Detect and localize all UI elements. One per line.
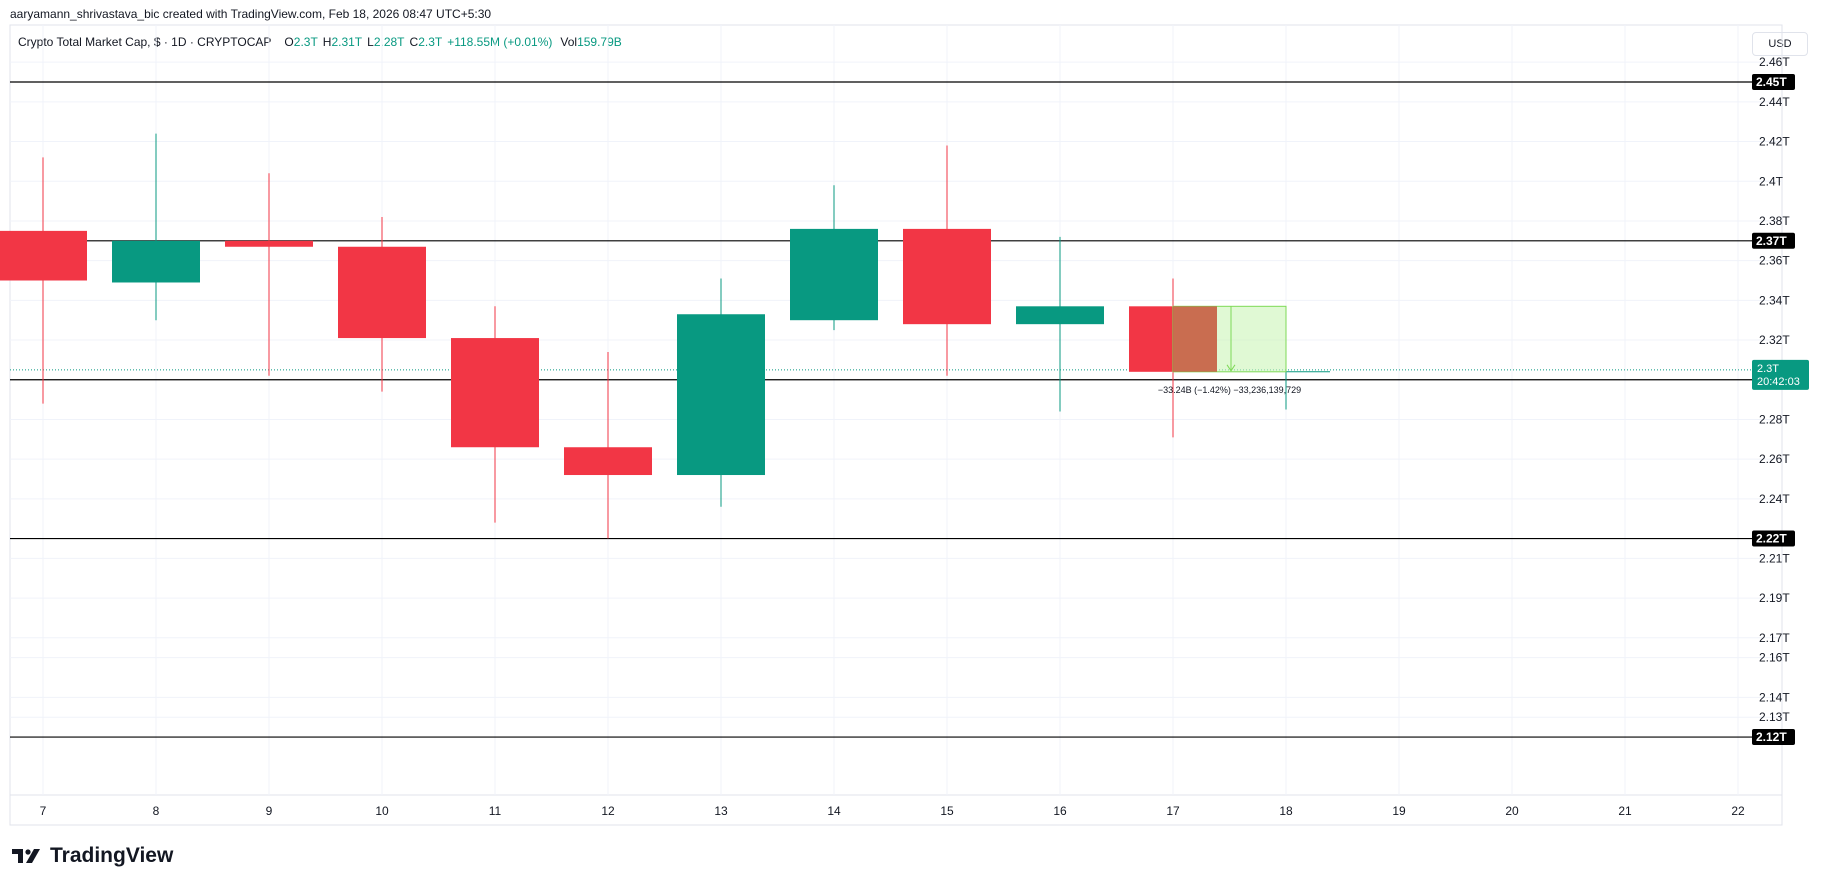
measure-overlap — [1173, 306, 1217, 372]
y-tick-label: 2.16T — [1759, 651, 1790, 665]
countdown-label: 20:42:03 — [1757, 376, 1800, 388]
x-tick-label: 9 — [266, 804, 273, 818]
y-tick-label: 2.34T — [1759, 293, 1790, 307]
currency-button[interactable]: USD — [1752, 32, 1808, 56]
candle-body — [1016, 306, 1104, 325]
level-label: 2.12T — [1756, 730, 1787, 744]
close-value: 2.3T — [418, 35, 443, 49]
x-tick-label: 13 — [714, 804, 728, 818]
x-tick-label: 22 — [1731, 804, 1745, 818]
x-tick-label: 8 — [153, 804, 160, 818]
x-tick-label: 10 — [375, 804, 389, 818]
y-tick-label: 2.4T — [1759, 174, 1784, 188]
close-label: C — [409, 35, 419, 49]
current-price-label: 2.3T — [1757, 363, 1779, 375]
x-tick-label: 7 — [40, 804, 47, 818]
y-tick-label: 2.42T — [1759, 135, 1790, 149]
x-tick-label: 18 — [1279, 804, 1293, 818]
y-tick-label: 2.24T — [1759, 492, 1790, 506]
volume-label: Vol — [560, 35, 578, 49]
y-tick-label: 2.13T — [1759, 710, 1790, 724]
high-value: 2.31T — [331, 35, 363, 49]
chart-frame — [9, 24, 1783, 826]
open-label: O — [284, 35, 294, 49]
tradingview-brand: TradingView — [12, 844, 173, 868]
y-tick-label: 2.19T — [1759, 591, 1790, 605]
x-tick-label: 15 — [940, 804, 954, 818]
y-tick-label: 2.28T — [1759, 412, 1790, 426]
y-tick-label: 2.44T — [1759, 95, 1790, 109]
candle-body — [790, 228, 878, 321]
measure-arrow-head — [1226, 364, 1236, 372]
open-value: 2.3T — [293, 35, 318, 49]
low-label: L — [367, 35, 374, 49]
level-label-box — [1752, 232, 1795, 249]
brand-name: TradingView — [50, 844, 174, 867]
x-tick-label: 21 — [1618, 804, 1632, 818]
candle-body — [903, 228, 991, 325]
symbol-legend: Crypto Total Market Cap, $ · 1D · CRYPTO… — [18, 35, 622, 49]
candle-body — [451, 338, 539, 448]
y-tick-label: 2.38T — [1759, 214, 1790, 228]
candle-body — [225, 240, 313, 247]
x-tick-label: 17 — [1166, 804, 1180, 818]
level-label-box — [1752, 74, 1795, 90]
x-tick-label: 14 — [827, 804, 841, 818]
x-tick-label: 12 — [601, 804, 615, 818]
tradingview-logo-icon — [12, 849, 40, 863]
measure-label: −33.24B (−1.42%) −33,236,139,729 — [1158, 385, 1301, 395]
x-tick-label: 16 — [1053, 804, 1067, 818]
x-tick-label: 20 — [1505, 804, 1519, 818]
high-label: H — [322, 35, 332, 49]
y-tick-label: 2.26T — [1759, 452, 1790, 466]
attribution-text: aaryamann_shrivastava_bic created with T… — [10, 7, 492, 21]
y-tick-label: 2.14T — [1759, 690, 1790, 704]
y-tick-label: 2.46T — [1759, 55, 1790, 69]
y-tick-label: 2.36T — [1759, 254, 1790, 268]
volume-value: 159.79B — [577, 35, 622, 49]
level-label: 2.22T — [1756, 532, 1787, 546]
candle-body — [0, 230, 87, 281]
y-tick-label: 2.32T — [1759, 333, 1790, 347]
x-tick-label: 19 — [1392, 804, 1406, 818]
candle-body — [677, 314, 765, 476]
x-tick-label: 11 — [489, 804, 502, 818]
symbol-name[interactable]: Crypto Total Market Cap, $ · 1D · CRYPTO… — [18, 35, 272, 49]
candle-body — [112, 240, 200, 283]
level-label-box — [1752, 729, 1795, 746]
y-tick-label: 2.21T — [1759, 551, 1790, 565]
candle-body — [338, 246, 426, 339]
current-price-box — [1752, 359, 1809, 390]
candle-body — [564, 447, 652, 476]
level-label-box — [1752, 530, 1795, 547]
level-label: 2.37T — [1756, 234, 1787, 248]
level-label: 2.45T — [1756, 75, 1787, 89]
y-tick-label: 2.17T — [1759, 631, 1790, 645]
change-value: +118.55M (+0.01%) — [447, 35, 553, 49]
